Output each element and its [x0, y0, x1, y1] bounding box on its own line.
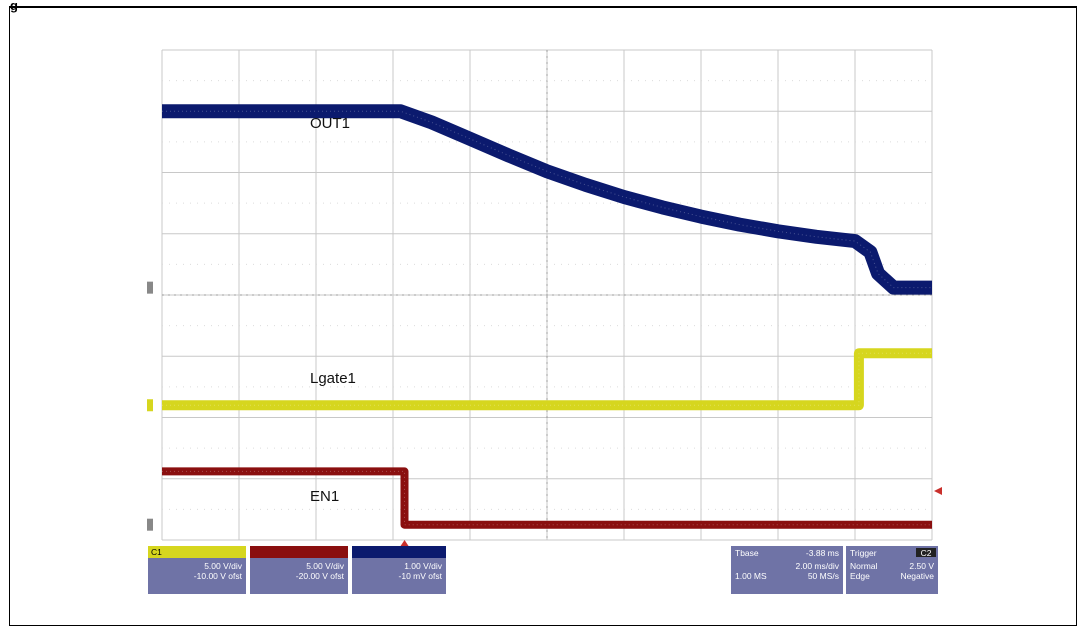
channel-c3-box: 1.00 V/div-10 mV ofst [352, 546, 446, 594]
trigger-type: Edge [850, 571, 870, 581]
trigger-slope: Negative [900, 571, 934, 581]
trace-noise-lgate1 [162, 352, 932, 406]
channel-c3-box-line: -10 mV ofst [399, 571, 443, 581]
channel-c3-box-header [352, 546, 446, 558]
trigger-label: Trigger [850, 548, 877, 558]
timebase-per-div: 2.00 ms/div [796, 561, 840, 571]
channel-c2-box-line: -20.00 V ofst [296, 571, 345, 581]
timebase-box-bg [731, 546, 843, 594]
trigger-mode: Normal [850, 561, 878, 571]
trigger-channel-chip [916, 548, 936, 557]
trace-label-lgate1: Lgate1 [310, 370, 356, 387]
timebase-samples: 1.00 MS [735, 571, 767, 581]
trigger-level: 2.50 V [909, 561, 934, 571]
channel-c3-box-line: 1.00 V/div [404, 561, 443, 571]
ref-marker-c2 [147, 518, 153, 531]
timebase-rate: 50 MS/s [808, 571, 839, 581]
channel-c1-box-header [148, 546, 246, 558]
channel-c1-box-line: -10.00 V ofst [194, 571, 243, 581]
ref-marker-c3 [147, 281, 153, 294]
trigger-level-marker [934, 487, 942, 495]
ref-marker-c1 [147, 399, 153, 412]
figure-frame: g [9, 0, 1077, 626]
timebase-label: Tbase [735, 548, 759, 558]
timebase-box: Tbase -3.88 ms 2.00 ms/div 1.00 MS 50 MS/s [731, 546, 843, 594]
channel-c1-box: C1 5.00 V/div-10.00 V ofst [148, 546, 246, 594]
trace-noise-out1 [162, 110, 932, 289]
trigger-time-marker [400, 540, 409, 546]
trace-out1 [162, 104, 932, 295]
trace-label-en1: EN1 [310, 488, 339, 505]
figure-corner-label: g [10, 0, 18, 13]
channel-c2-box: 5.00 V/div-20.00 V ofst [250, 546, 348, 594]
channel-c2-box-header [250, 546, 348, 558]
scope-traces [147, 104, 942, 546]
scope-grid [161, 49, 933, 541]
trace-label-out1: OUT1 [310, 115, 350, 132]
channel-c1-box-header-text: C1 [151, 547, 162, 557]
timebase-delay: -3.88 ms [806, 548, 839, 558]
trigger-box: Trigger C2 Normal 2.50 V Edge Negative [846, 546, 938, 594]
channel-c2-box-line: 5.00 V/div [306, 561, 345, 571]
figure-top-rule [9, 6, 1077, 8]
trace-lgate1 [162, 348, 932, 411]
channel-c1-box-line: 5.00 V/div [204, 561, 243, 571]
trace-en1 [162, 467, 932, 529]
trigger-channel: C2 [921, 548, 932, 558]
